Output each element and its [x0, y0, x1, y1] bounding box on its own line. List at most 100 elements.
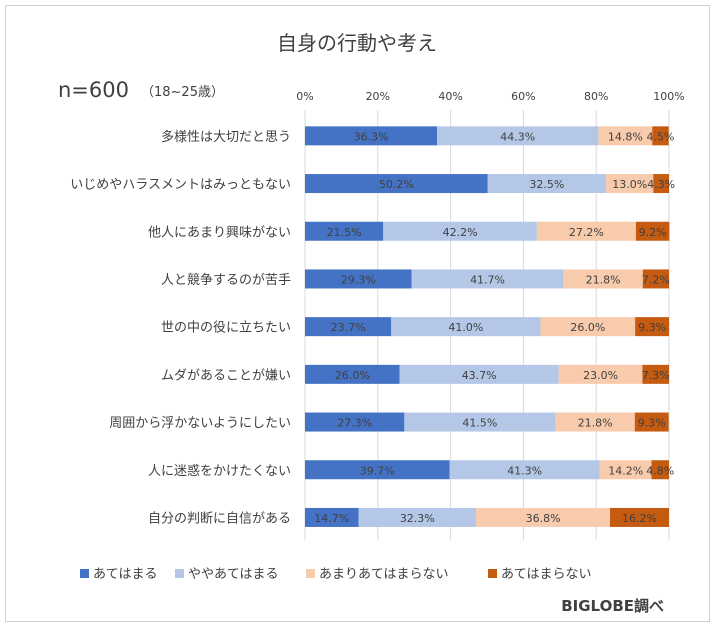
data-label: 26.0%: [570, 321, 605, 334]
bar-segment: [563, 269, 643, 289]
x-tick-label: 80%: [584, 90, 608, 103]
data-label: 50.2%: [379, 178, 414, 191]
category-label: いじめやハラスメントはみっともない: [70, 178, 291, 193]
age-range: （18~25歳）: [141, 85, 224, 100]
data-label: 9.3%: [638, 321, 666, 334]
bar-segment: [411, 269, 564, 289]
bar-segment: [305, 412, 405, 432]
bar-segment: [606, 174, 654, 194]
bar-segment: [487, 174, 607, 194]
data-label: 16.2%: [622, 512, 657, 525]
legend-label: あまりあてはまらない: [319, 567, 448, 582]
data-label: 21.5%: [327, 226, 362, 239]
bar-segment: [598, 126, 653, 146]
legend-label: あてはまる: [93, 567, 157, 582]
bar-segment: [540, 317, 636, 337]
bar-segment: [536, 221, 636, 241]
bar-segment: [634, 412, 669, 432]
legend-swatch: [306, 569, 315, 578]
category-label: ムダがあることが嫌い: [161, 368, 291, 383]
x-tick-label: 20%: [366, 90, 390, 103]
data-label: 41.7%: [470, 273, 505, 286]
data-label: 29.3%: [341, 273, 376, 286]
bar-segment: [305, 364, 400, 384]
bar-segment: [305, 317, 392, 337]
bar-segment: [305, 460, 450, 480]
bar-segment: [391, 317, 541, 337]
bar-segment: [383, 221, 537, 241]
category-label: 多様性は大切だと思う: [161, 129, 291, 145]
data-label: 39.7%: [360, 464, 395, 477]
bar-segment: [555, 412, 635, 432]
data-label: 41.3%: [507, 464, 542, 477]
data-label: 43.7%: [462, 369, 497, 382]
data-label: 4.5%: [646, 130, 674, 143]
data-label: 13.0%: [612, 178, 647, 191]
data-label: 9.2%: [639, 226, 667, 239]
data-label: 41.5%: [462, 417, 497, 430]
bar-segment: [653, 174, 669, 194]
x-tick-label: 40%: [438, 90, 462, 103]
legend-swatch: [488, 569, 497, 578]
sample-size: n=600: [58, 78, 129, 102]
bar-segment: [476, 507, 611, 527]
bar-segment: [651, 460, 669, 480]
x-axis-ticks: 0% 20% 40% 60% 80% 100%: [296, 90, 684, 103]
bar-segment: [652, 126, 669, 146]
data-label: 42.2%: [443, 226, 478, 239]
data-label: 14.7%: [314, 512, 349, 525]
bar-segment: [642, 269, 669, 289]
data-label: 9.3%: [638, 417, 666, 430]
category-label: 人に迷惑をかけたくない: [148, 463, 291, 479]
bar-segment: [599, 460, 652, 480]
category-label: 世の中の役に立ちたい: [161, 321, 291, 336]
category-label: 自分の判断に自信がある: [148, 511, 291, 526]
data-label: 36.8%: [526, 512, 561, 525]
legend-label: ややあてはまる: [188, 567, 278, 582]
source-note: BIGLOBE調べ: [561, 597, 664, 615]
bar-segment: [305, 507, 359, 527]
data-label: 4.8%: [646, 464, 674, 477]
x-tick-label: 0%: [296, 90, 313, 103]
bar-segment: [635, 317, 669, 337]
data-label: 7.3%: [642, 369, 670, 382]
bar-segment: [305, 221, 384, 241]
data-label: 44.3%: [500, 130, 535, 143]
data-label: 23.0%: [583, 369, 618, 382]
bar-segment: [358, 507, 477, 527]
data-label: 7.2%: [642, 273, 670, 286]
bar-segment: [449, 460, 600, 480]
bars: 36.3% 44.3% 14.8% 4.5% 50.2% 32.5% 13.0% 4.3% 21…: [305, 126, 675, 527]
chart-title: 自身の行動や考え: [277, 31, 437, 55]
category-label: 人と競争するのが苦手: [161, 272, 291, 288]
data-label: 21.8%: [578, 417, 613, 430]
bar-segment: [610, 507, 669, 527]
category-label: 他人にあまり興味がない: [148, 225, 291, 240]
legend-swatch: [80, 569, 89, 578]
bar-segment: [399, 364, 559, 384]
category-labels: 多様性は大切だと思ういじめやハラスメントはみっともない他人にあまり興味がない人と…: [70, 129, 291, 527]
data-label: 4.3%: [647, 178, 675, 191]
data-label: 23.7%: [331, 321, 366, 334]
data-label: 41.0%: [448, 321, 483, 334]
data-label: 26.0%: [335, 369, 370, 382]
category-label: 周囲から浮かないようにしたい: [109, 416, 291, 431]
bar-segment: [404, 412, 556, 432]
legend-label: あてはまらない: [501, 567, 591, 582]
data-label: 32.5%: [529, 178, 564, 191]
bar-segment: [558, 364, 643, 384]
bar-segment: [305, 269, 412, 289]
data-label: 27.2%: [569, 226, 604, 239]
bar-segment: [305, 126, 438, 146]
legend-swatch: [175, 569, 184, 578]
data-label: 36.3%: [354, 130, 389, 143]
bar-segment: [635, 221, 670, 241]
data-label: 21.8%: [586, 273, 621, 286]
bar-segment: [642, 364, 669, 384]
data-label: 14.8%: [608, 130, 643, 143]
x-tick-label: 60%: [511, 90, 535, 103]
x-tick-label: 100%: [653, 90, 684, 103]
bar-segment: [437, 126, 599, 146]
data-label: 32.3%: [400, 512, 435, 525]
